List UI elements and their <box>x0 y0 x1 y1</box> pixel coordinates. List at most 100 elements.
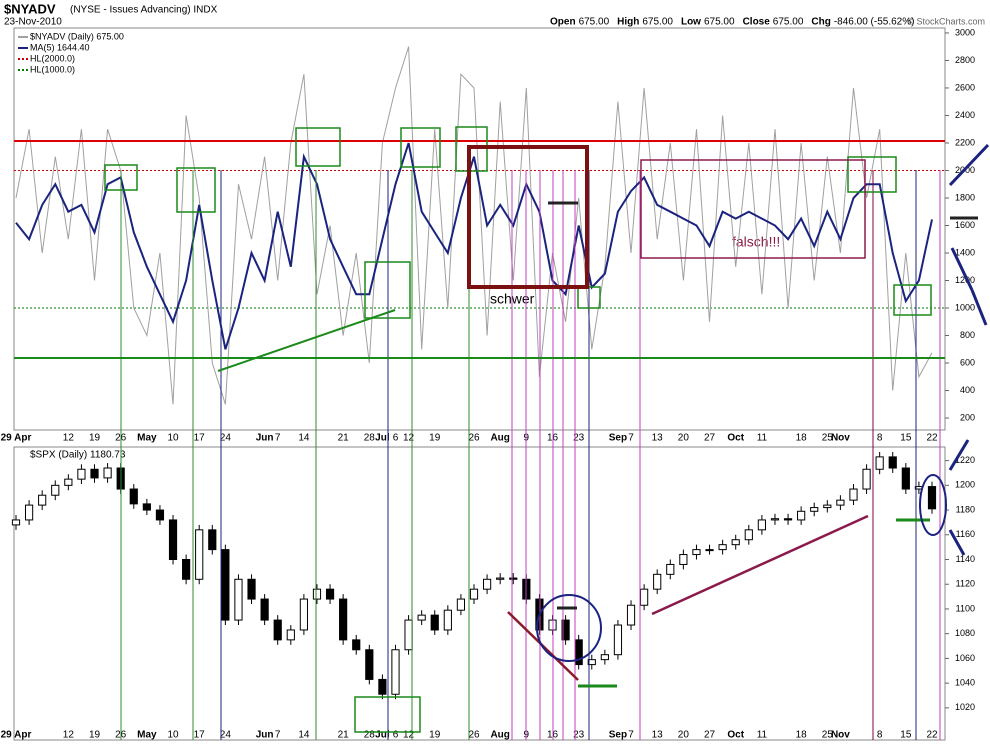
chart-subtitle: (NYSE - Issues Advancing) INDX <box>70 5 218 16</box>
x-tick-label: 19 <box>89 433 101 444</box>
candle-body <box>182 559 191 580</box>
annotation-circle <box>536 594 602 662</box>
candle-body <box>208 529 217 551</box>
y-tick-label: 1060 <box>955 653 975 663</box>
annotation-box <box>893 284 932 316</box>
candle-body <box>77 468 86 480</box>
candle-body <box>365 649 374 680</box>
x-tick-label: 25 <box>822 433 834 444</box>
x-tick-label: 10 <box>167 730 179 741</box>
x-tick-label: 6 <box>393 730 399 741</box>
candle-body <box>482 578 492 590</box>
chart-title: $NYADV <box>4 1 56 16</box>
candle-body <box>927 486 937 510</box>
x-tick-label: 13 <box>652 433 664 444</box>
candle-body <box>168 519 178 561</box>
x-tick-label: 29 Apr <box>1 730 32 741</box>
candle-body <box>692 549 701 556</box>
x-tick-label: 9 <box>524 730 530 741</box>
candle-body <box>509 577 518 580</box>
candle-body <box>783 518 793 521</box>
y-tick-label: 1160 <box>956 529 975 539</box>
candle-body <box>679 554 688 565</box>
y-tick-label: 2400 <box>955 110 975 120</box>
candle-body <box>24 504 34 521</box>
x-tick-label: 21 <box>338 730 350 741</box>
ma-line <box>15 142 933 350</box>
annotation-stroke <box>948 439 970 471</box>
x-tick-label: 17 <box>194 730 206 741</box>
x-tick-label: Jun <box>256 433 274 444</box>
candle-body <box>613 624 623 656</box>
annotation-stroke <box>950 247 974 291</box>
candle-body <box>142 503 151 511</box>
x-tick-label: Jul <box>375 433 390 444</box>
y-tick-label: 800 <box>960 330 975 340</box>
candle-body <box>417 614 426 621</box>
candle-body <box>38 494 47 506</box>
quote-item: -846.00 (-55.62%) <box>834 17 915 28</box>
candle-body <box>862 468 871 490</box>
quote-item: 675.00 <box>704 17 735 28</box>
x-tick-label: 20 <box>678 730 690 741</box>
y-tick-label: 1040 <box>955 678 975 688</box>
y-tick-label: 1080 <box>955 628 975 638</box>
x-tick-label: 23 <box>573 730 585 741</box>
quote: Open 675.00 High 675.00 Low 675.00 Close 675.00… <box>550 17 914 28</box>
candle-body <box>600 654 609 661</box>
y-tick-label: 2200 <box>955 137 975 147</box>
candle-body <box>339 598 348 641</box>
y-tick-label: 200 <box>960 412 975 422</box>
x-tick-label: 12 <box>63 730 75 741</box>
candle-body <box>11 519 21 526</box>
annotation-line <box>651 514 869 616</box>
candle-body <box>469 588 479 600</box>
annotation-box <box>295 127 341 167</box>
x-tick-label: 26 <box>468 730 480 741</box>
x-tick-label: 22 <box>926 433 938 444</box>
candle-body <box>744 529 753 541</box>
x-tick-label: 26 <box>468 433 480 444</box>
quote-item: High <box>617 17 639 28</box>
x-tick-label: 18 <box>796 730 808 741</box>
y-tick-label: 1220 <box>955 455 975 465</box>
candle-body <box>404 619 413 651</box>
x-tick-label: 20 <box>678 433 690 444</box>
chart-title: $SPX (Daily) 1180.73 <box>30 450 126 461</box>
x-tick-label: May <box>137 433 157 444</box>
candle-body <box>849 488 858 501</box>
credit: © StockCharts.com <box>907 16 985 26</box>
x-tick-label: 18 <box>796 433 808 444</box>
x-tick-label: 7 <box>275 730 281 741</box>
x-tick-label: 27 <box>704 730 716 741</box>
x-tick-label: 24 <box>220 730 232 741</box>
x-tick-label: 17 <box>194 433 206 444</box>
x-tick-label: Jun <box>256 730 274 741</box>
annotation-line <box>217 309 396 372</box>
legend-label: MA(5) 1644.40 <box>30 42 90 52</box>
candle-body <box>391 649 400 695</box>
annotation-box <box>354 696 421 733</box>
y-tick-label: 1120 <box>956 579 975 589</box>
x-tick-label: 7 <box>628 433 634 444</box>
candle-body <box>430 614 439 631</box>
annotation-box <box>467 145 589 289</box>
candle-body <box>496 577 505 580</box>
candle-body <box>234 578 243 621</box>
candle-body <box>666 563 675 575</box>
x-tick-label: 10 <box>167 433 179 444</box>
y-tick-label: 1020 <box>955 702 975 712</box>
quote-item: 675.00 <box>773 17 804 28</box>
legend-label: $NYADV (Daily) 675.00 <box>30 31 124 41</box>
annotation-circle <box>919 474 947 536</box>
annotation-stroke <box>948 529 966 556</box>
candle-body <box>103 467 112 479</box>
y-tick-label: 1800 <box>955 192 975 202</box>
y-tick-label: 1100 <box>956 603 975 613</box>
y-tick-label: 400 <box>960 385 975 395</box>
annotation-box <box>847 156 897 193</box>
x-tick-label: Nov <box>831 433 850 444</box>
quote-item: 675.00 <box>642 17 673 28</box>
candle-body <box>90 468 99 479</box>
